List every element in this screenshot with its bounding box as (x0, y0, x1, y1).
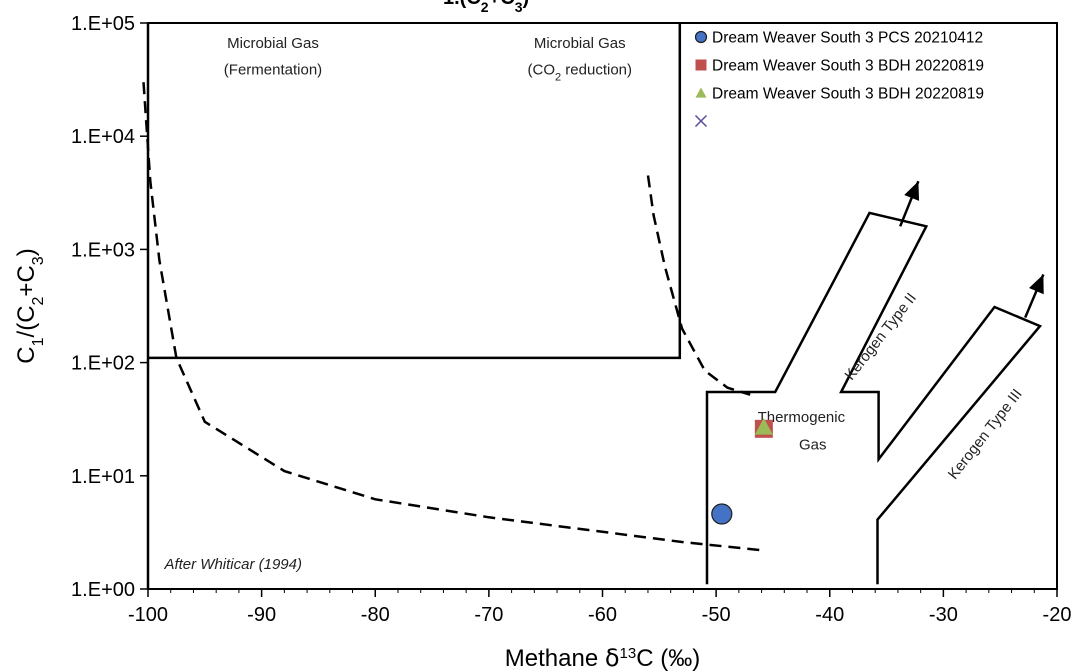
boundary-line-2 (705, 211, 1043, 585)
legend: Dream Weaver South 3 PCS 20210412 Dream W… (694, 30, 984, 128)
y-axis-title: C1/(C2+C3) (13, 248, 47, 363)
legend-item-3 (694, 114, 708, 128)
annotation-4: Thermogenic (758, 409, 846, 426)
x-axis-title: Methane δ13C (‰) (505, 644, 700, 671)
annotation-8: After Whiticar (1994) (163, 556, 302, 573)
y-tick-label-1: 1.E+01 (71, 466, 135, 488)
legend-item-0: Dream Weaver South 3 PCS 20210412 (694, 30, 983, 47)
legend-label-0: Dream Weaver South 3 PCS 20210412 (712, 30, 983, 47)
annotation-5: Gas (799, 437, 827, 454)
x-tick-label-2: -80 (361, 604, 390, 626)
x-tick-label-8: -20 (1043, 604, 1072, 626)
y-tick-label-0: 1.E+00 (71, 579, 135, 601)
annotation-1: (Fermentation) (224, 62, 322, 79)
plot-frame (147, 22, 1058, 590)
arrow-head-1 (1028, 274, 1044, 295)
y-tick-label-3: 1.E+03 (71, 239, 135, 261)
dashed-boundary-0 (142, 82, 762, 552)
x-axis-tick-labels: -100 -90 -80 -70 -60 -50 -40 -30 -20 (128, 604, 1071, 626)
y-tick-label-5: 1.E+05 (71, 13, 135, 35)
arrow-head-0 (904, 181, 920, 201)
legend-label-2: Dream Weaver South 3 BDH 20220819 (712, 86, 984, 103)
x-tick-label-4: -60 (588, 604, 617, 626)
y-tick-label-4: 1.E+04 (71, 126, 135, 148)
legend-marker-3 (694, 114, 708, 128)
x-tick-label-1: -90 (247, 604, 276, 626)
boundary-line-0 (148, 23, 682, 360)
annotation-7: Kerogen Type III (945, 386, 1026, 483)
y-axis-tick-labels: 1.E+00 1.E+01 1.E+02 1.E+03 1.E+04 1.E+05 (71, 13, 135, 601)
data-point-2-0 (754, 417, 773, 435)
region-labels: Microbial Gas (Fermentation) Microbial Gas… (163, 35, 1025, 573)
x-tick-label-0: -100 (128, 604, 168, 626)
annotation-2: Microbial Gas (534, 35, 626, 52)
legend-label-1: Dream Weaver South 3 BDH 20220819 (712, 58, 984, 75)
data-points (711, 417, 773, 525)
x-tick-label-6: -40 (815, 604, 844, 626)
legend-marker-2 (695, 87, 707, 98)
annotation-6: Kerogen Type II (842, 290, 920, 384)
x-tick-label-3: -70 (474, 604, 503, 626)
x-tick-label-7: -30 (929, 604, 958, 626)
legend-marker-1 (695, 59, 707, 71)
y-axis-ticks (140, 22, 148, 590)
data-point-0-0 (711, 503, 733, 525)
chart-title-fragment: 1.(C2+C3) (443, 0, 529, 15)
annotation-3: (CO2 reduction) (528, 62, 633, 84)
y-tick-label-2: 1.E+02 (71, 353, 135, 375)
dashed-boundary-1 (646, 175, 751, 396)
annotation-0: Microbial Gas (227, 35, 319, 52)
legend-marker-0 (694, 30, 708, 44)
x-axis-ticks (147, 589, 1058, 597)
legend-item-2: Dream Weaver South 3 BDH 20220819 (695, 86, 984, 103)
x-tick-label-5: -50 (702, 604, 731, 626)
legend-item-1: Dream Weaver South 3 BDH 20220819 (695, 58, 984, 75)
